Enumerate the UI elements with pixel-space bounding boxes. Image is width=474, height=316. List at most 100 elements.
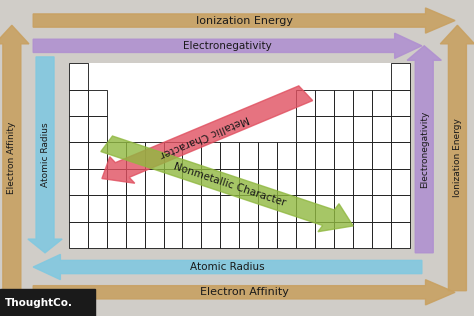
Bar xyxy=(182,169,201,195)
Bar xyxy=(353,169,372,195)
Bar xyxy=(391,63,410,90)
Bar xyxy=(334,169,353,195)
Bar xyxy=(107,169,126,195)
Bar xyxy=(372,169,391,195)
Bar xyxy=(372,222,391,248)
Bar xyxy=(220,143,239,169)
Bar xyxy=(296,169,315,195)
Bar xyxy=(334,195,353,222)
Bar xyxy=(315,222,334,248)
Bar xyxy=(69,63,410,248)
Bar xyxy=(0,289,95,316)
FancyArrow shape xyxy=(33,254,422,280)
Bar xyxy=(334,222,353,248)
Bar xyxy=(201,169,220,195)
FancyArrow shape xyxy=(101,136,353,232)
Bar xyxy=(258,222,277,248)
Bar xyxy=(107,143,126,169)
Bar xyxy=(69,169,88,195)
Bar xyxy=(107,195,126,222)
Bar xyxy=(353,143,372,169)
Bar xyxy=(145,195,164,222)
Bar xyxy=(277,143,296,169)
Bar xyxy=(145,222,164,248)
FancyArrow shape xyxy=(440,25,474,291)
Bar xyxy=(353,90,372,116)
FancyArrow shape xyxy=(28,57,62,253)
Text: Atomic Radius: Atomic Radius xyxy=(190,262,265,272)
Text: Electronegativity: Electronegativity xyxy=(183,41,272,51)
Bar xyxy=(391,143,410,169)
Bar xyxy=(220,222,239,248)
Bar xyxy=(239,222,258,248)
FancyArrow shape xyxy=(33,8,455,33)
Bar xyxy=(353,222,372,248)
Bar xyxy=(182,143,201,169)
Bar xyxy=(164,195,182,222)
Bar xyxy=(391,195,410,222)
Bar xyxy=(372,143,391,169)
Bar xyxy=(296,116,315,143)
Text: Nonmetallic Character: Nonmetallic Character xyxy=(173,161,287,208)
Text: Electronegativity: Electronegativity xyxy=(420,111,428,188)
Text: Electron Affinity: Electron Affinity xyxy=(8,122,16,194)
Bar xyxy=(69,63,88,90)
Bar xyxy=(164,222,182,248)
Bar xyxy=(126,195,145,222)
Text: Electron Affinity: Electron Affinity xyxy=(200,287,289,297)
Bar xyxy=(372,195,391,222)
Bar xyxy=(88,90,107,116)
Bar xyxy=(164,143,182,169)
Bar xyxy=(353,116,372,143)
Bar xyxy=(372,90,391,116)
FancyArrow shape xyxy=(102,86,313,183)
Bar xyxy=(88,169,107,195)
Bar xyxy=(182,195,201,222)
Bar xyxy=(334,90,353,116)
Bar xyxy=(69,90,88,116)
Bar xyxy=(201,143,220,169)
FancyArrow shape xyxy=(0,25,29,291)
Bar xyxy=(164,169,182,195)
Bar xyxy=(391,116,410,143)
Text: Ionization Energy: Ionization Energy xyxy=(196,15,292,26)
Bar xyxy=(296,90,315,116)
Bar xyxy=(69,195,88,222)
Bar xyxy=(182,222,201,248)
Bar xyxy=(239,169,258,195)
Bar xyxy=(69,143,88,169)
Bar xyxy=(334,116,353,143)
Bar xyxy=(145,143,164,169)
Bar xyxy=(107,222,126,248)
Bar xyxy=(315,90,334,116)
Bar xyxy=(145,169,164,195)
FancyArrow shape xyxy=(33,280,455,305)
Bar xyxy=(315,195,334,222)
Bar xyxy=(258,195,277,222)
FancyArrow shape xyxy=(33,33,422,58)
Bar xyxy=(258,143,277,169)
Bar xyxy=(69,222,88,248)
Bar xyxy=(201,222,220,248)
Bar xyxy=(126,169,145,195)
Bar xyxy=(126,222,145,248)
Text: Ionization Energy: Ionization Energy xyxy=(453,118,462,198)
Bar xyxy=(277,195,296,222)
Bar xyxy=(296,143,315,169)
Bar xyxy=(258,169,277,195)
Bar xyxy=(296,195,315,222)
Bar xyxy=(296,222,315,248)
Bar xyxy=(88,222,107,248)
Bar xyxy=(220,169,239,195)
Bar xyxy=(372,116,391,143)
Bar xyxy=(88,143,107,169)
Bar xyxy=(391,90,410,116)
Bar xyxy=(201,195,220,222)
FancyArrow shape xyxy=(407,46,441,253)
Bar xyxy=(353,195,372,222)
Bar xyxy=(239,195,258,222)
Bar xyxy=(315,116,334,143)
Bar xyxy=(315,169,334,195)
Bar xyxy=(315,143,334,169)
Bar xyxy=(391,222,410,248)
